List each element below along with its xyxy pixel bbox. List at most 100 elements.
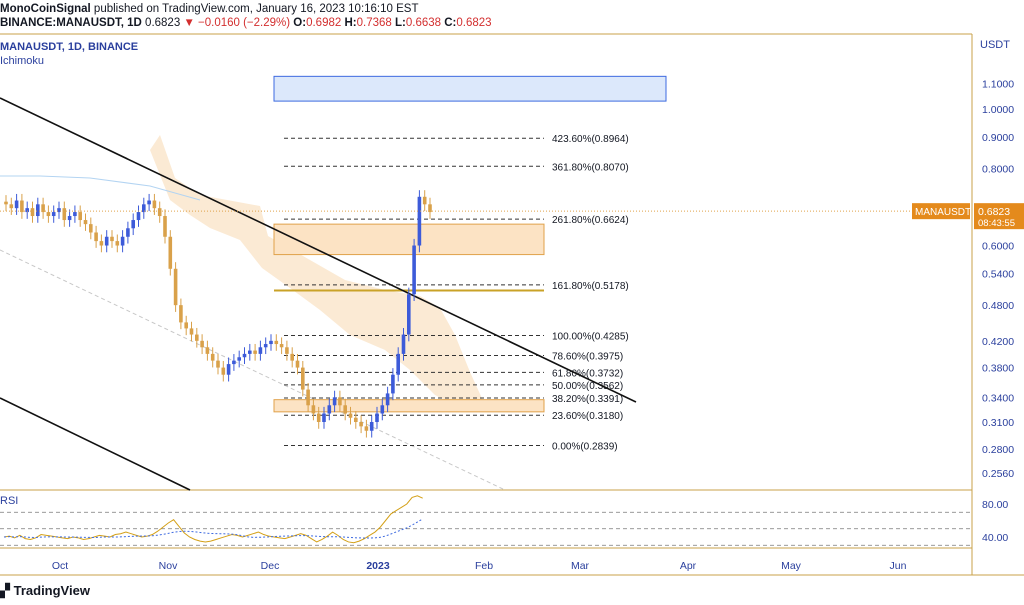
fib-label: 423.60%(0.8964) [552, 134, 629, 145]
candle [401, 327, 406, 361]
legend-rsi[interactable]: RSI [0, 495, 19, 507]
candle [316, 406, 321, 429]
candle [46, 205, 51, 223]
candle-body [205, 347, 210, 354]
candle [25, 201, 29, 219]
candle-body [46, 212, 51, 217]
x-tick-label: Feb [475, 560, 493, 572]
candle [269, 334, 273, 351]
candle [51, 205, 56, 223]
symbol-full: BINANCE:MANAUSDT, 1D [0, 17, 142, 29]
candle-body [168, 236, 173, 269]
fib-label: 161.80%(0.5178) [552, 281, 629, 292]
candle [41, 197, 45, 219]
candle [279, 337, 284, 355]
candle [210, 347, 215, 368]
ichimoku-cloud [150, 135, 485, 405]
y-tick-label: 0.2560 [982, 468, 1014, 480]
low-label: L: [395, 17, 406, 29]
candle-body [195, 334, 199, 341]
candle-body [396, 353, 400, 375]
last-price: 0.6823 [145, 17, 181, 29]
candle-body [274, 340, 279, 345]
candle-body [25, 208, 29, 213]
candle [407, 287, 411, 342]
legend-indicator[interactable]: Ichimoku [0, 55, 45, 67]
candle [327, 398, 332, 421]
candle-body [131, 220, 135, 229]
legend-symbol[interactable]: MANAUSDT, 1D, BINANCE [0, 41, 139, 53]
fib-label: 100.00%(0.4285) [552, 331, 629, 342]
candle [322, 406, 326, 429]
candle [120, 230, 125, 253]
candle-body [4, 201, 8, 205]
candle-body [36, 204, 40, 217]
candle [136, 205, 141, 227]
tradingview-logo[interactable]: ▞ TradingView [0, 583, 90, 598]
candle [152, 193, 157, 215]
candle-body [417, 196, 422, 246]
candle [179, 298, 183, 330]
candle [306, 382, 310, 413]
candle-body [179, 305, 183, 323]
candle [332, 390, 337, 413]
candle [205, 340, 210, 361]
y-axis-unit: USDT [980, 39, 1010, 51]
price-change: ▼ −0.0160 (−2.29%) [183, 17, 291, 29]
candle [338, 390, 342, 413]
candle [221, 360, 226, 382]
candle [36, 197, 40, 223]
candle-body [73, 212, 77, 217]
fib-label: 50.00%(0.3562) [552, 381, 623, 392]
candle-body [216, 360, 220, 368]
candle [385, 386, 390, 413]
candle [301, 360, 305, 397]
rsi-line [3, 495, 423, 544]
candle [354, 411, 358, 429]
candle [422, 190, 427, 212]
candle-body [301, 367, 305, 390]
candle-body [210, 353, 215, 361]
candle-body [152, 200, 157, 209]
candle [348, 406, 353, 425]
published-text: published on TradingView.com, January 16… [93, 3, 419, 15]
candle-body [306, 389, 310, 406]
candle [9, 197, 14, 215]
y-tick-label: 0.5400 [982, 269, 1014, 281]
candle-body [226, 364, 231, 375]
axis-price-tag [974, 203, 1024, 230]
candle-body [67, 216, 72, 221]
candle-body [78, 212, 82, 221]
candle [285, 340, 289, 361]
candle [78, 205, 82, 227]
rsi-tick-label: 40.00 [982, 532, 1008, 544]
candle-body [94, 232, 98, 242]
candle [30, 201, 35, 223]
tradingview-logo-text: TradingView [13, 583, 90, 598]
publisher-name[interactable]: MonoCoinSignal [0, 3, 91, 15]
fib-label: 78.60%(0.3975) [552, 352, 623, 363]
candle [20, 193, 24, 219]
candle-body [422, 196, 427, 205]
fib-label: 61.80%(0.3732) [552, 368, 623, 379]
candle-body [412, 245, 416, 295]
candle [163, 209, 167, 244]
candle [263, 337, 268, 355]
candle [396, 347, 400, 382]
candle-body [157, 208, 162, 217]
candle-body [290, 353, 294, 361]
candle-body [184, 322, 188, 329]
candle [62, 201, 67, 227]
candle-body [136, 212, 141, 221]
candle [274, 334, 279, 351]
candle [380, 398, 385, 421]
candle [157, 201, 162, 223]
candle [412, 238, 416, 302]
candle [168, 230, 173, 276]
fib-label: 23.60%(0.3180) [552, 411, 623, 422]
candle [94, 225, 98, 248]
candle-body [163, 216, 167, 237]
x-tick-label: Mar [571, 560, 590, 572]
candle [195, 327, 199, 348]
